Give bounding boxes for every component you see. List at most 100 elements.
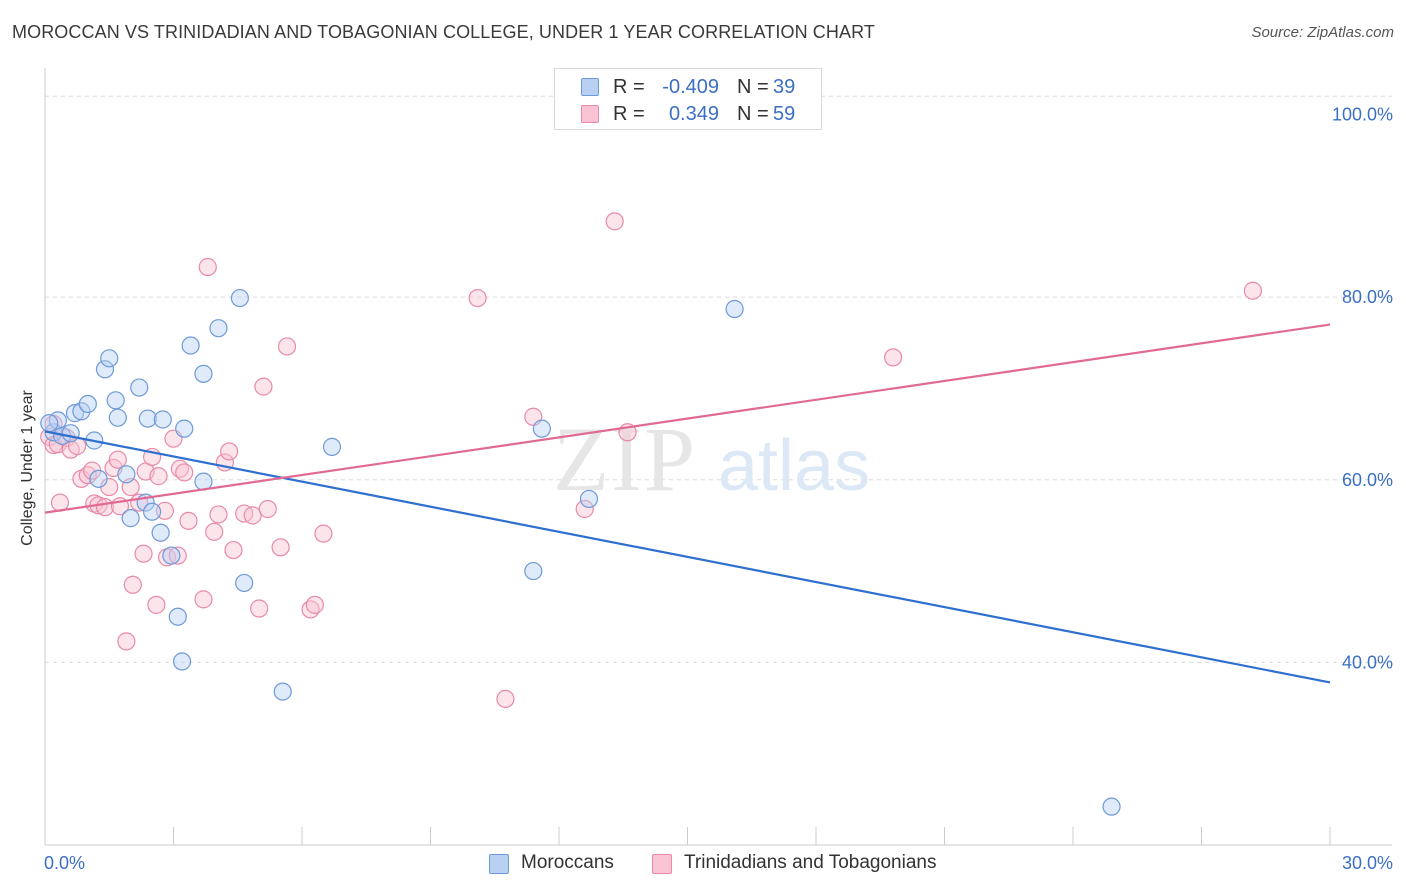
trinidadian-trendline — [44, 323, 1331, 514]
trinidadian-point — [220, 442, 239, 461]
watermark-zip: ZIP — [553, 408, 697, 510]
moroccan-point — [273, 682, 292, 701]
n-value: 59 — [773, 103, 796, 125]
trinidadian-point — [271, 538, 290, 557]
trinidadian-point — [243, 506, 262, 525]
trinidadian-point — [117, 632, 136, 651]
moroccan-point — [209, 319, 228, 338]
trinidadian-point — [209, 505, 228, 524]
moroccan-point — [106, 391, 125, 410]
moroccan-point — [108, 408, 127, 427]
watermark-atlas: atlas — [718, 426, 870, 506]
trinidadian-point — [179, 511, 198, 530]
moroccan-point — [181, 336, 200, 355]
stats-swatch-pink — [581, 105, 599, 123]
moroccan-point — [230, 288, 249, 308]
watermark: ZIP atlas — [553, 408, 870, 510]
n-label: N = — [737, 103, 769, 125]
trinidadian-point — [123, 575, 142, 594]
trinidadian-point — [605, 212, 624, 231]
moroccan-point — [61, 424, 80, 443]
trinidadian-point — [134, 544, 153, 563]
moroccan-point — [235, 573, 254, 593]
trinidadian-point — [175, 463, 194, 482]
trinidadian-point — [305, 595, 324, 614]
trinidadian-point — [108, 450, 127, 469]
stats-swatch-blue — [581, 78, 599, 96]
trinidadian-point — [198, 257, 217, 277]
moroccan-point — [532, 419, 551, 438]
trendlines — [44, 323, 1331, 684]
moroccan-point — [322, 437, 342, 456]
moroccan-point — [117, 465, 136, 484]
trinidadian-point — [1243, 281, 1263, 300]
moroccan-point — [725, 299, 744, 319]
series-trinidadian-points — [40, 212, 1263, 709]
r-value: -0.409 — [662, 76, 719, 98]
trinidadian-point — [168, 546, 187, 565]
moroccan-point — [579, 489, 599, 509]
series-moroccan-points — [40, 288, 1121, 816]
chart-title: MOROCCAN VS TRINIDADIAN AND TOBAGONIAN C… — [12, 22, 875, 42]
legend-label: Moroccans — [521, 852, 614, 873]
r-label: R = — [613, 76, 645, 98]
moroccan-point — [168, 607, 187, 626]
trinidadian-point — [496, 689, 515, 709]
moroccan-point — [162, 546, 181, 565]
legend-swatch-pink — [652, 854, 672, 874]
moroccan-point — [72, 402, 91, 421]
legend-label: Trinidadians and Tobagonians — [684, 852, 937, 873]
moroccan-point — [100, 349, 119, 368]
moroccan-point — [130, 378, 149, 397]
trinidadian-point — [575, 499, 594, 519]
moroccan-point — [194, 364, 213, 383]
n-label: N = — [737, 76, 769, 98]
moroccan-point — [153, 410, 172, 429]
trinidadian-point — [254, 377, 273, 396]
trinidadian-point — [194, 590, 213, 609]
tick-labels: 40.0% 60.0% 80.0% 100.0% 0.0% 30.0% — [44, 105, 1393, 873]
y-tick-label: 40.0% — [1342, 652, 1393, 672]
stats-row-trinidadians: R = 0.349 N = 59 — [555, 101, 823, 127]
moroccan-point — [89, 469, 108, 488]
y-tick-label: 100.0% — [1332, 105, 1393, 125]
trinidadian-point — [468, 288, 487, 308]
source-label: Source: ZipAtlas.com — [1251, 24, 1394, 41]
trinidadian-point — [205, 522, 224, 541]
r-value: 0.349 — [668, 103, 719, 125]
stats-row-moroccans: R = -0.409 N = 39 — [555, 74, 823, 100]
stats-box: R = -0.409 N = 39 R = 0.349 N = 59 — [554, 68, 822, 130]
trinidadian-point — [314, 524, 333, 543]
moroccan-point — [172, 652, 192, 671]
moroccan-point — [78, 394, 97, 414]
axes — [44, 68, 1392, 846]
trinidadian-point — [250, 599, 269, 618]
y-tick-label: 60.0% — [1342, 470, 1393, 490]
x-tick-label: 30.0% — [1342, 853, 1393, 873]
moroccan-point — [95, 360, 115, 379]
moroccan-point — [524, 561, 543, 581]
trinidadian-point — [883, 348, 903, 367]
trinidadian-point — [147, 595, 166, 614]
trinidadian-point — [258, 499, 277, 519]
trinidadian-point — [277, 337, 297, 356]
moroccan-trendline — [44, 430, 1331, 684]
x-tick-label: 0.0% — [44, 853, 85, 873]
trinidadian-point — [149, 467, 168, 486]
moroccan-point — [121, 509, 140, 528]
moroccan-point — [1102, 797, 1121, 816]
moroccan-point — [40, 414, 59, 433]
moroccan-point — [138, 409, 157, 428]
moroccan-point — [175, 419, 194, 438]
r-label: R = — [613, 103, 645, 125]
moroccan-point — [65, 404, 85, 423]
trinidadian-point — [224, 540, 243, 560]
moroccan-point — [142, 502, 162, 521]
legend-swatch-blue — [489, 854, 509, 874]
moroccan-point — [151, 523, 170, 542]
trinidadian-point — [155, 501, 175, 520]
n-value: 39 — [773, 76, 796, 98]
y-tick-label: 80.0% — [1342, 287, 1393, 307]
y-axis-label: College, Under 1 year — [19, 390, 36, 546]
